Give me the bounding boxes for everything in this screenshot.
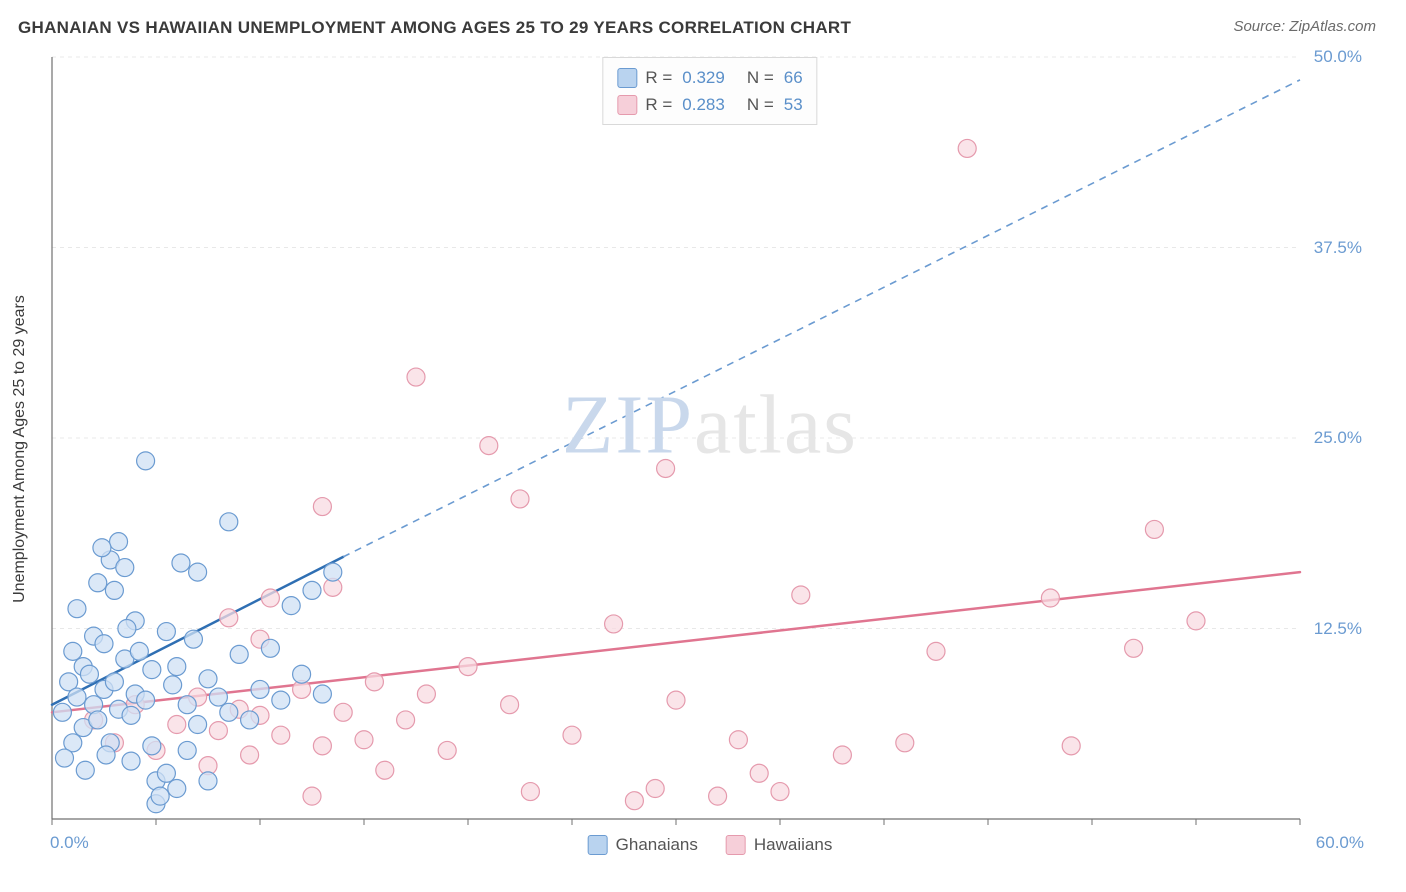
- x-tick-min: 0.0%: [50, 833, 89, 853]
- scatter-plot: [50, 55, 1370, 825]
- correlation-row-hawaiians: R = 0.283 N = 53: [617, 91, 802, 118]
- series-legend: Ghanaians Hawaiians: [588, 835, 833, 855]
- y-tick-label: 25.0%: [1314, 428, 1362, 448]
- swatch-ghanaians-icon: [617, 68, 637, 88]
- chart-title: GHANAIAN VS HAWAIIAN UNEMPLOYMENT AMONG …: [18, 18, 851, 38]
- correlation-row-ghanaians: R = 0.329 N = 66: [617, 64, 802, 91]
- source-attribution: Source: ZipAtlas.com: [1233, 18, 1376, 35]
- x-tick-max: 60.0%: [1316, 833, 1364, 853]
- y-axis-label: Unemployment Among Ages 25 to 29 years: [11, 295, 29, 603]
- y-tick-label: 37.5%: [1314, 238, 1362, 258]
- legend-item-hawaiians: Hawaiians: [726, 835, 832, 855]
- legend-item-ghanaians: Ghanaians: [588, 835, 698, 855]
- swatch-ghanaians-icon: [588, 835, 608, 855]
- y-tick-label: 12.5%: [1314, 619, 1362, 639]
- swatch-hawaiians-icon: [617, 95, 637, 115]
- correlation-legend: R = 0.329 N = 66 R = 0.283 N = 53: [602, 57, 817, 125]
- swatch-hawaiians-icon: [726, 835, 746, 855]
- y-tick-label: 50.0%: [1314, 47, 1362, 67]
- chart-area: Unemployment Among Ages 25 to 29 years Z…: [50, 55, 1370, 825]
